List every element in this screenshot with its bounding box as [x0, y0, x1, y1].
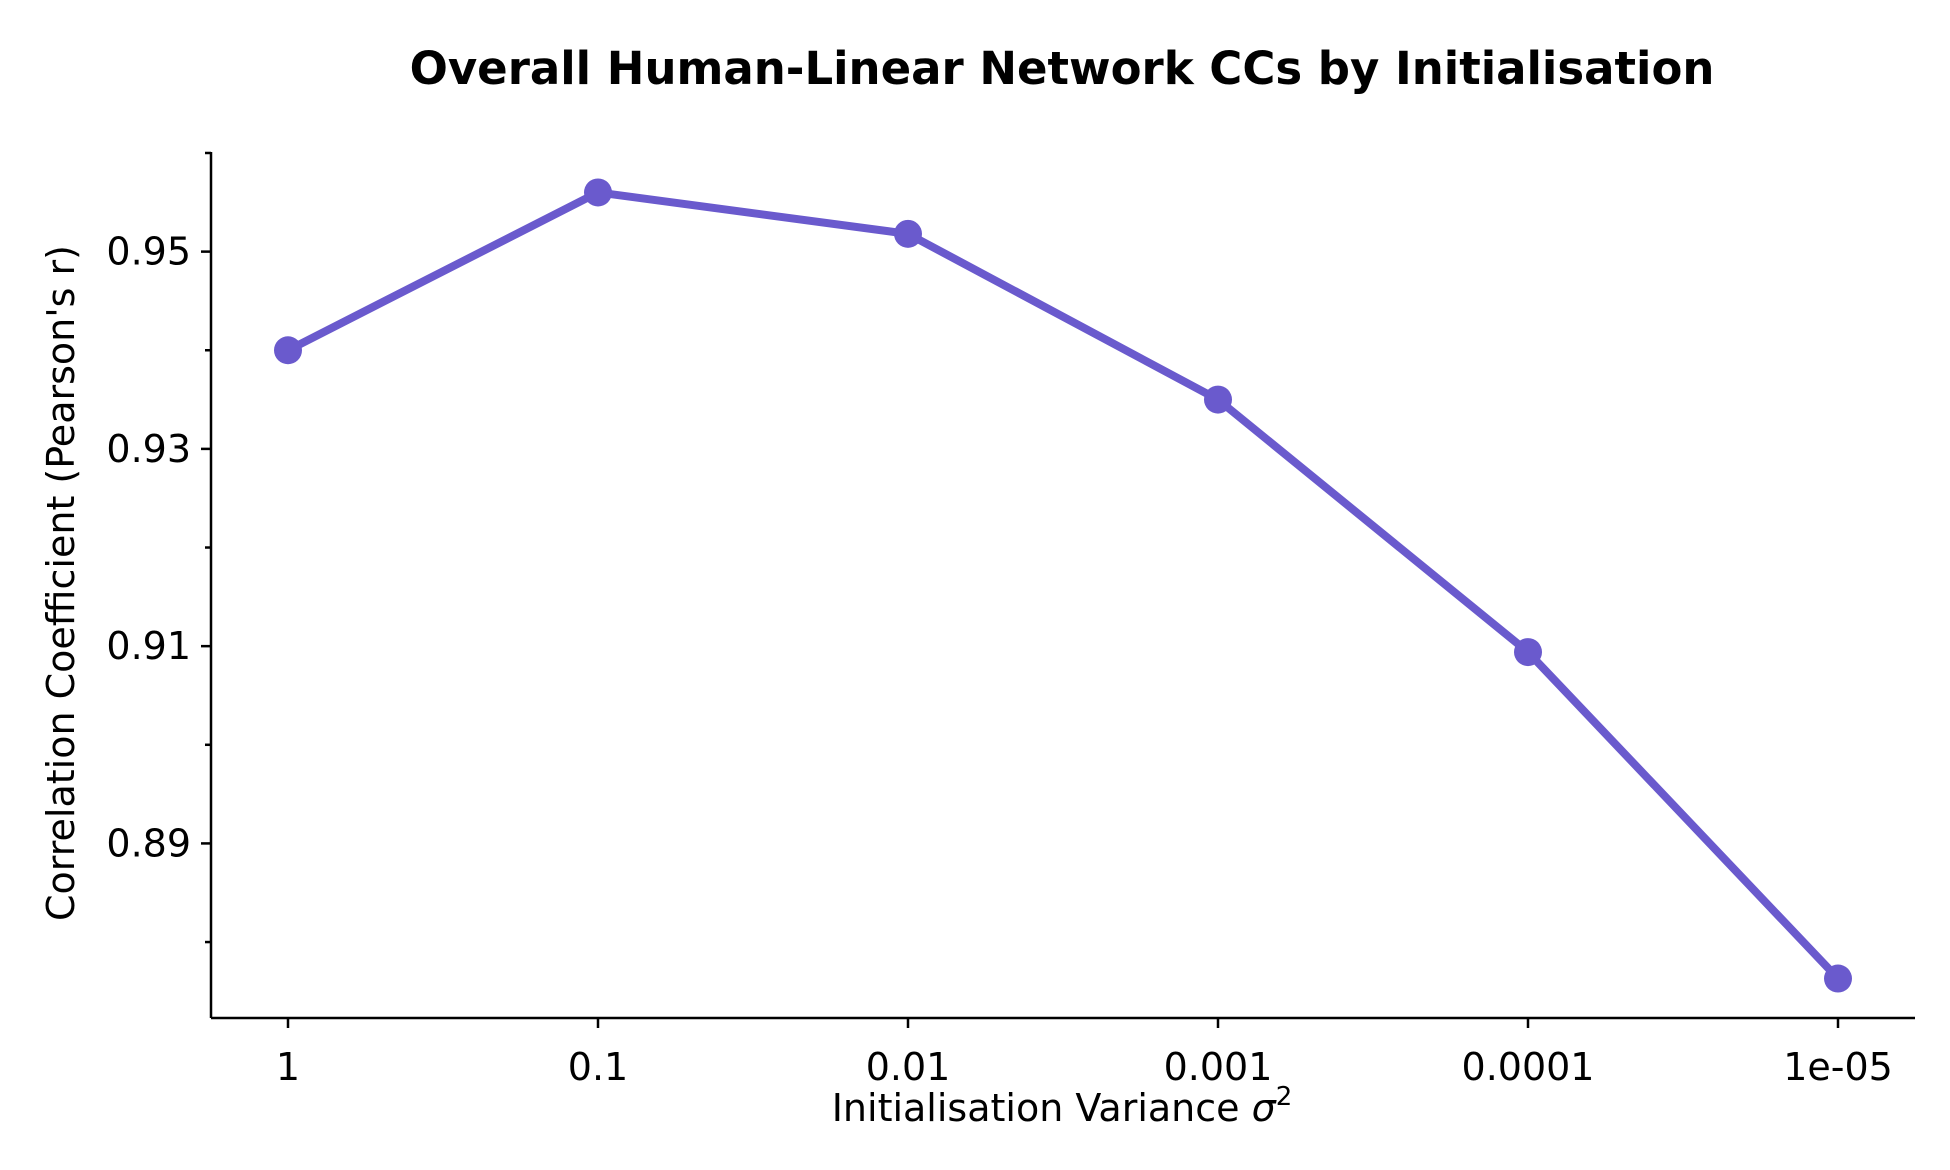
x-axis-label-superscript: 2 [1276, 1082, 1293, 1112]
x-tick-label: 1 [276, 1045, 300, 1089]
data-point [1204, 385, 1232, 414]
y-axis-label: Correlation Coefficient (Pearson's r) [39, 245, 83, 921]
x-tick-label: 0.0001 [1462, 1045, 1595, 1089]
data-point [1514, 638, 1542, 667]
plot-area: 0.89 0.91 0.93 0.95 1 0.1 0.01 0.001 0.0001 1e-0… [106, 151, 1915, 1089]
x-tick-label: 0.01 [866, 1045, 951, 1089]
x-axis-label: Initialisation Variance σ2 [832, 1082, 1293, 1130]
series-line [284, 188, 1842, 983]
series-layer [274, 178, 1852, 993]
y-tick-label: 0.93 [106, 427, 191, 471]
x-axis-label-symbol: σ [1252, 1086, 1278, 1130]
y-axis-ticks: 0.89 0.91 0.93 0.95 [106, 151, 211, 944]
y-tick-label: 0.89 [106, 821, 191, 865]
x-axis-label-text: Initialisation Variance [832, 1086, 1240, 1130]
x-tick-label: 1e-05 [1783, 1045, 1893, 1089]
y-tick-label: 0.91 [106, 624, 191, 668]
x-tick-label: 0.001 [1164, 1045, 1273, 1089]
x-axis-ticks: 1 0.1 0.01 0.001 0.0001 1e-05 [276, 1018, 1893, 1089]
data-point [274, 336, 302, 365]
chart-title: Overall Human-Linear Network CCs by Init… [410, 42, 1715, 95]
data-point [894, 219, 922, 248]
x-tick-label: 0.1 [568, 1045, 628, 1089]
data-point [1824, 964, 1852, 993]
data-point [584, 178, 612, 207]
y-tick-label: 0.95 [106, 230, 191, 274]
